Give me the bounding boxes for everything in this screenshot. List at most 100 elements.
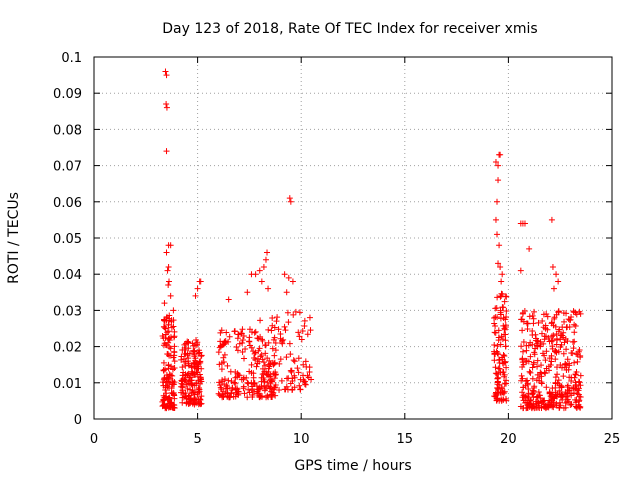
- data-point: [159, 403, 166, 410]
- data-point: [554, 371, 561, 378]
- data-point: [239, 339, 246, 346]
- data-point: [292, 308, 299, 315]
- data-point: [501, 298, 508, 305]
- data-point: [248, 344, 255, 351]
- data-point: [198, 352, 205, 359]
- data-point: [526, 245, 533, 252]
- y-axis-title: ROTI / TECUs: [6, 192, 22, 284]
- data-point: [160, 359, 167, 366]
- data-point: [171, 343, 178, 350]
- data-point: [161, 300, 168, 307]
- data-point: [163, 104, 170, 111]
- data-point: [179, 377, 186, 384]
- data-point: [539, 350, 546, 357]
- data-point: [251, 350, 258, 357]
- data-point: [252, 328, 259, 335]
- data-point: [191, 360, 198, 367]
- data-point: [189, 400, 196, 407]
- data-point: [548, 216, 555, 223]
- data-point: [290, 357, 297, 364]
- data-point: [497, 389, 504, 396]
- data-point: [165, 362, 172, 369]
- data-point: [492, 364, 499, 371]
- data-point: [519, 327, 526, 334]
- data-point: [497, 341, 504, 348]
- data-point: [166, 335, 173, 342]
- data-point: [193, 342, 200, 349]
- data-point: [216, 379, 223, 386]
- data-point: [500, 322, 507, 329]
- data-point: [530, 361, 537, 368]
- data-point: [540, 340, 547, 347]
- data-point: [550, 285, 557, 292]
- data-point: [166, 343, 173, 350]
- data-point: [534, 363, 541, 370]
- data-point: [220, 341, 227, 348]
- data-point: [240, 383, 247, 390]
- data-point: [197, 278, 204, 285]
- data-point: [558, 382, 565, 389]
- data-point: [524, 377, 531, 384]
- data-point: [498, 278, 505, 285]
- data-point: [571, 374, 578, 381]
- data-point: [223, 329, 230, 336]
- data-point: [160, 342, 167, 349]
- data-point: [260, 263, 267, 270]
- data-point: [280, 336, 287, 343]
- data-point: [563, 346, 570, 353]
- data-point: [242, 345, 249, 352]
- data-point: [216, 361, 223, 368]
- data-point: [185, 360, 192, 367]
- data-point: [166, 371, 173, 378]
- data-point: [530, 320, 537, 327]
- data-point: [532, 331, 539, 338]
- data-point: [162, 384, 169, 391]
- data-point: [279, 340, 286, 347]
- data-point: [234, 385, 241, 392]
- data-point: [500, 396, 507, 403]
- data-point: [541, 336, 548, 343]
- data-point: [552, 374, 559, 381]
- data-point: [249, 393, 256, 400]
- data-point: [183, 399, 190, 406]
- data-point: [503, 364, 510, 371]
- x-axis-title: GPS time / hours: [294, 458, 411, 474]
- data-point: [564, 356, 571, 363]
- data-point: [569, 339, 576, 346]
- data-point: [556, 399, 563, 406]
- data-point: [165, 396, 172, 403]
- data-point: [271, 375, 278, 382]
- data-point: [518, 377, 525, 384]
- data-point: [171, 364, 178, 371]
- data-point: [259, 337, 266, 344]
- data-point: [250, 388, 257, 395]
- data-point: [268, 327, 275, 334]
- data-point: [567, 390, 574, 397]
- data-point: [259, 371, 266, 378]
- data-point: [526, 400, 533, 407]
- data-point: [250, 381, 257, 388]
- data-point: [276, 386, 283, 393]
- data-point: [577, 382, 584, 389]
- y-tick-label: 0.03: [53, 304, 82, 319]
- data-point: [542, 370, 549, 377]
- data-point: [495, 177, 502, 184]
- data-point: [179, 381, 186, 388]
- data-point: [556, 404, 563, 411]
- data-point: [171, 395, 178, 402]
- data-point: [239, 348, 246, 355]
- data-point: [187, 396, 194, 403]
- data-point: [523, 320, 530, 327]
- data-point: [521, 220, 528, 227]
- y-tick-labels: 0 0.01 0.02 0.03 0.04 0.05 0.06 0.07 0.08 0.09 0.1: [53, 51, 82, 428]
- data-point: [553, 400, 560, 407]
- data-point: [300, 361, 307, 368]
- data-point: [498, 333, 505, 340]
- data-point: [163, 72, 170, 79]
- data-point: [285, 319, 292, 326]
- data-point: [198, 353, 205, 360]
- x-tick-label: 20: [500, 432, 517, 447]
- data-point: [536, 392, 543, 399]
- data-point: [525, 390, 532, 397]
